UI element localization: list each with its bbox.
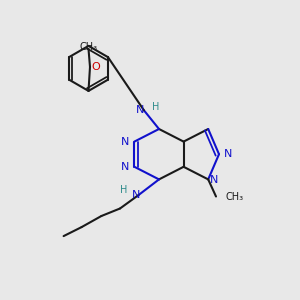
Text: CH₃: CH₃ [226,191,244,202]
Text: H: H [120,184,127,195]
Text: N: N [209,175,218,185]
Text: N: N [131,190,140,200]
Text: N: N [136,105,145,116]
Text: CH₃: CH₃ [80,42,98,52]
Text: N: N [121,136,130,147]
Text: H: H [152,102,159,112]
Text: O: O [92,62,100,72]
Text: N: N [121,162,130,172]
Text: N: N [224,149,232,159]
